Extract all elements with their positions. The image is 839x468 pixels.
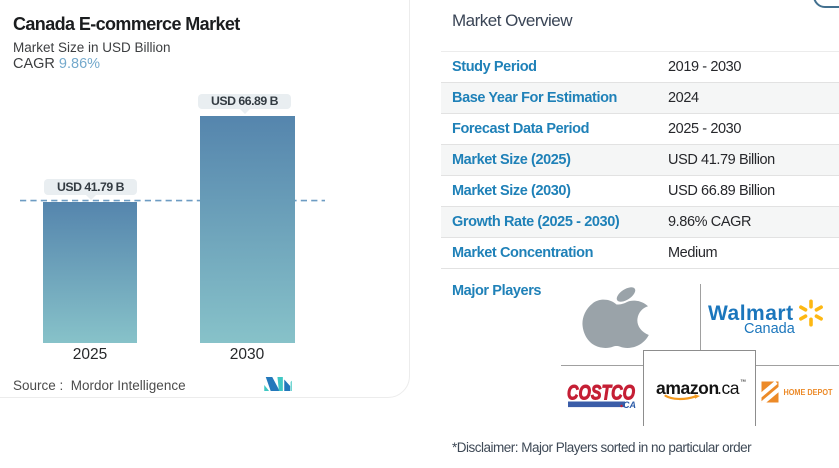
svg-text:amazon: amazon: [656, 378, 719, 398]
svg-text:™: ™: [740, 379, 746, 386]
svg-text:CA: CA: [623, 400, 636, 410]
svg-text:HOME DEPOT: HOME DEPOT: [784, 387, 834, 397]
svg-text:COSTCO: COSTCO: [567, 382, 635, 405]
svg-text:.ca: .ca: [717, 378, 740, 398]
